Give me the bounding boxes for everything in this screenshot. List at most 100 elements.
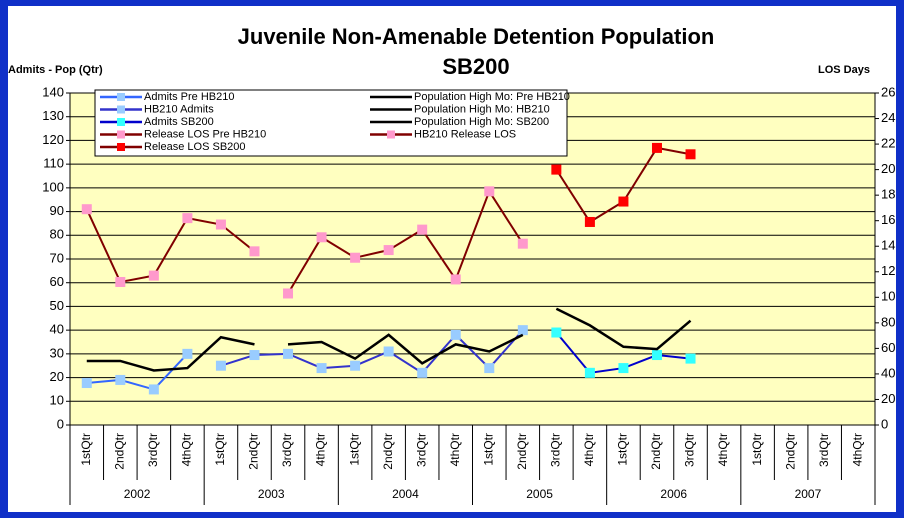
y-tick-label: 60 bbox=[50, 274, 64, 289]
x-tick-label: 2ndQtr bbox=[381, 433, 395, 470]
x-tick-label: 2ndQtr bbox=[515, 433, 529, 470]
series-marker bbox=[215, 219, 226, 230]
y-tick-label: 50 bbox=[50, 298, 64, 313]
x-tick-label: 2ndQtr bbox=[247, 433, 261, 470]
chart-subtitle: SB200 bbox=[442, 54, 509, 79]
series-marker bbox=[618, 196, 629, 207]
legend-marker bbox=[117, 118, 125, 126]
y-tick-label: 30 bbox=[50, 345, 64, 360]
series-line bbox=[287, 189, 524, 294]
series-marker bbox=[584, 367, 595, 378]
series-marker bbox=[450, 274, 461, 285]
legend-marker bbox=[117, 93, 125, 101]
y2-tick-label: 20 bbox=[881, 391, 895, 406]
series-marker bbox=[685, 149, 696, 160]
x-tick-label: 1stQtr bbox=[213, 433, 227, 466]
y-tick-label: 100 bbox=[42, 179, 64, 194]
chart: Juvenile Non-Amenable Detention Populati… bbox=[8, 6, 896, 512]
y2-tick-label: 220 bbox=[881, 136, 896, 151]
series-marker bbox=[115, 374, 126, 385]
series-line bbox=[85, 208, 256, 284]
series-line bbox=[86, 353, 189, 391]
series-marker bbox=[450, 329, 461, 340]
x-group-label: 2006 bbox=[660, 487, 687, 501]
y-axis-title: Admits - Pop (Qtr) bbox=[8, 64, 103, 76]
x-tick-label: 2ndQtr bbox=[112, 433, 126, 470]
x-tick-label: 4thQtr bbox=[314, 433, 328, 466]
legend-label: Admits SB200 bbox=[144, 116, 214, 128]
legend-label: Population High Mo: Pre HB210 bbox=[414, 91, 570, 103]
series-marker bbox=[350, 252, 361, 263]
series-marker bbox=[249, 350, 260, 361]
x-tick-label: 4thQtr bbox=[448, 433, 462, 466]
series-marker bbox=[551, 164, 562, 175]
x-tick-label: 3rdQtr bbox=[414, 433, 428, 467]
x-tick-label: 4thQtr bbox=[582, 433, 596, 466]
y-tick-label: 80 bbox=[50, 227, 64, 242]
y-tick-label: 20 bbox=[50, 369, 64, 384]
y2-tick-label: 80 bbox=[881, 314, 895, 329]
y-tick-label: 90 bbox=[50, 203, 64, 218]
series-marker bbox=[182, 213, 193, 224]
series-marker bbox=[651, 350, 662, 361]
series-line bbox=[287, 333, 524, 365]
y-tick-label: 140 bbox=[42, 84, 64, 99]
legend-label: Admits Pre HB210 bbox=[144, 91, 234, 103]
x-tick-label: 3rdQtr bbox=[683, 433, 697, 467]
x-tick-label: 2ndQtr bbox=[783, 433, 797, 470]
series-marker bbox=[148, 270, 159, 281]
legend-label: Population High Mo: HB210 bbox=[414, 103, 550, 115]
y2-tick-label: 0 bbox=[881, 416, 888, 431]
series-marker bbox=[417, 224, 428, 235]
series-marker bbox=[417, 367, 428, 378]
series-marker bbox=[148, 384, 159, 395]
series-marker bbox=[215, 360, 226, 371]
x-tick-label: 1stQtr bbox=[616, 433, 630, 466]
y2-tick-label: 140 bbox=[881, 238, 896, 253]
legend-marker bbox=[117, 130, 125, 139]
series-line bbox=[555, 307, 692, 351]
legend-marker bbox=[117, 143, 125, 151]
y2-tick-label: 240 bbox=[881, 110, 896, 125]
y-tick-label: 130 bbox=[42, 108, 64, 123]
x-tick-label: 1stQtr bbox=[79, 433, 93, 466]
x-tick-label: 1stQtr bbox=[481, 433, 495, 466]
y2-tick-label: 200 bbox=[881, 161, 896, 176]
y2-tick-label: 40 bbox=[881, 365, 895, 380]
x-tick-label: 3rdQtr bbox=[549, 433, 563, 467]
y-tick-label: 110 bbox=[43, 156, 64, 171]
series-marker bbox=[249, 246, 260, 257]
x-tick-label: 3rdQtr bbox=[280, 433, 294, 467]
series-marker bbox=[584, 216, 595, 227]
x-tick-label: 1stQtr bbox=[347, 433, 361, 466]
y2-tick-label: 160 bbox=[881, 212, 896, 227]
series-marker bbox=[618, 363, 629, 374]
series-marker bbox=[551, 327, 562, 338]
legend-marker bbox=[117, 105, 125, 114]
y2-axis-title: LOS Days bbox=[818, 64, 870, 76]
x-tick-label: 4thQtr bbox=[716, 433, 730, 466]
series-marker bbox=[350, 360, 361, 371]
x-group-label: 2004 bbox=[392, 487, 419, 501]
legend-label: HB210 Admits bbox=[144, 103, 214, 115]
series-marker bbox=[517, 238, 528, 249]
x-group-label: 2005 bbox=[526, 487, 553, 501]
series-marker bbox=[383, 346, 394, 357]
y-tick-label: 40 bbox=[50, 322, 64, 337]
y-tick-label: 0 bbox=[57, 416, 64, 431]
series-marker bbox=[685, 353, 696, 364]
x-group-label: 2003 bbox=[258, 487, 285, 501]
x-tick-label: 4thQtr bbox=[850, 433, 864, 466]
legend-label: Release LOS Pre HB210 bbox=[144, 128, 266, 140]
x-tick-label: 4thQtr bbox=[180, 433, 194, 466]
series-marker bbox=[283, 288, 294, 299]
y-tick-label: 10 bbox=[50, 393, 64, 408]
series-marker bbox=[484, 186, 495, 197]
x-tick-label: 3rdQtr bbox=[817, 433, 831, 467]
x-tick-label: 3rdQtr bbox=[146, 433, 160, 467]
x-tick-label: 2ndQtr bbox=[649, 433, 663, 470]
legend-label: Release LOS SB200 bbox=[144, 141, 246, 153]
series-marker bbox=[651, 142, 662, 153]
series-marker bbox=[316, 232, 327, 243]
